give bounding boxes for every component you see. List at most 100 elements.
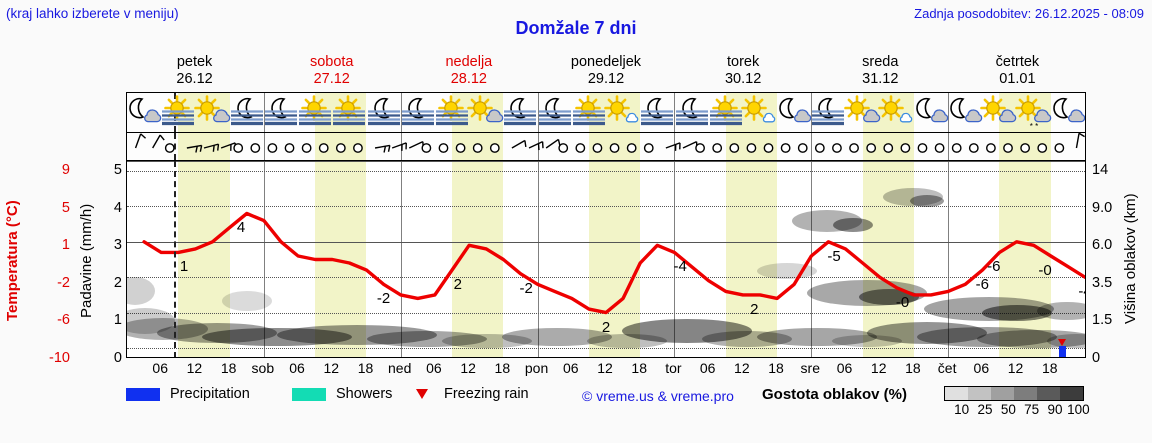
x-tick-10: 18 [494,360,511,376]
x-tick-4: 06 [289,360,305,376]
day-date: 27.12 [313,71,350,87]
cloud-tick-1: 9.0 [1092,199,1113,216]
weather-icon-12-moon [503,95,537,131]
weather-icon-24-moon [914,95,949,131]
x-tick-19: sre [800,360,821,376]
day-separator [400,93,402,132]
temperature-value-label-7: 2 [750,300,759,318]
temp-tick-3: -2 [57,274,70,291]
last-updated-label: Zadnja posodobitev: 26.12.2025 - 08:09 [914,6,1144,21]
weather-icon-5-moon [264,95,298,131]
day-name: petek [176,54,213,70]
graph-top-rule [127,161,1085,162]
cloud-density-step-50: 50 [1000,402,1016,417]
legend-freezing-rain-label: Freezing rain [444,386,529,402]
gridline-1 [127,206,1085,208]
temperature-value-label-4: -2 [519,279,533,297]
legend-showers-label: Showers [336,386,393,402]
graph-band: 1 4 -2 2 -2 2 -4 2 -5 -0 -6 -0 -6 -4 [127,161,1085,357]
cloud-tick-0: 14 [1092,162,1109,178]
legend-precipitation-label: Precipitation [170,386,250,402]
x-tick-25: 12 [1007,360,1024,376]
gridline-3 [127,277,1085,279]
wind-barbs [134,132,1085,153]
day-name: ponedeljek [570,54,642,70]
freezing-rain-marker-0 [1058,339,1067,357]
freezing-rain-icon [416,389,428,399]
x-tick-9: 12 [460,360,476,376]
forecast-plot[interactable]: * * 1 4 -2 2 -2 2 -4 2 -5 -0 -6 -0 -6 -4 [126,92,1086,358]
cloud-height-axis-ticks: 14 9.0 6.0 3.5 1.5 0 [1092,92,1132,366]
daytime-shading-day-7 [999,161,1051,357]
temperature-line [142,211,1085,315]
gridline-5 [127,348,1085,349]
x-tick-1: 12 [186,360,203,376]
day-separator [948,93,950,132]
cloud-tick-4: 1.5 [1092,312,1113,329]
weather-icon-4-moon [230,95,264,131]
daytime-shading-day-1 [178,161,230,357]
precip-tick-2: 3 [113,237,122,254]
gridline-0 [127,171,1085,172]
day-header-4: ponedeljek 29.12 [537,54,674,90]
x-tick-8: 06 [426,360,442,376]
temp-tick-1: 5 [61,199,70,216]
cloud-density-scale-labels: 10 25 50 75 90 100 [938,402,1090,420]
temperature-value-label-12: -6 [987,258,1001,276]
cloud-density-step-25: 25 [977,402,993,417]
weather-icon-9-moon [401,95,435,131]
weather-icon-2-sun [161,95,195,131]
svg-text:* *: * * [1029,122,1037,131]
x-tick-23: čet [937,360,957,376]
copyright-link[interactable]: © vreme.us & vreme.pro [582,388,734,404]
temp-tick-0: 9 [61,162,70,178]
day-header-strip: petek 26.12 sobota 27.12 nedelja 28.12 ponedel… [126,54,1086,90]
freezing-rain-arrow-icon [1058,339,1067,346]
x-tick-7: ned [388,360,412,376]
temperature-value-label-13: -4 [1078,283,1085,301]
day-separator [263,161,265,357]
precipitation-axis-ticks: 5 4 3 2 1 0 [78,92,122,366]
day-header-3: nedelja 28.12 [400,54,537,90]
temperature-value-label-8: -5 [827,247,841,265]
day-name: nedelja [445,54,493,70]
x-tick-0: 06 [152,360,168,376]
temperature-value-label-0: 1 [179,258,189,276]
x-tick-21: 12 [870,360,887,376]
day-separator [674,161,676,357]
day-separator [263,93,265,132]
x-tick-13: 12 [597,360,613,376]
x-tick-5: 12 [323,360,340,376]
x-tick-16: 06 [699,360,716,376]
cloud-density-legend-title: Gostota oblakov (%) [762,386,908,403]
current-time-marker [173,133,176,160]
weather-icon-14-sun [572,95,606,131]
precip-tick-1: 4 [113,199,122,216]
day-separator [811,93,813,132]
day-name: četrtek [995,54,1040,70]
cloud-density-field [127,188,1085,348]
weather-icon-10-sun [435,95,469,131]
day-separator [537,93,539,132]
day-separator [811,133,813,160]
weather-icon-26-sun [980,95,1017,131]
precip-tick-0: 5 [113,162,122,178]
day-date: 28.12 [450,71,487,87]
location-menu-note: (kraj lahko izberete v meniju) [6,6,179,21]
weather-icon-3-sun [193,95,230,131]
x-tick-18: 18 [768,360,784,376]
day-date: 31.12 [862,71,899,87]
day-name: sreda [862,54,899,70]
day-separator [948,161,950,357]
temp-tick-4: -6 [57,312,70,329]
day-separator [400,133,402,160]
cloud-density-step-100: 100 [1067,402,1090,417]
temperature-value-label-3: 2 [453,276,462,294]
temp-tick-2: 1 [61,237,70,254]
x-tick-17: 12 [734,360,750,376]
temperature-value-label-6: -4 [673,258,687,276]
weather-icon-18-sun [709,95,743,131]
showers-swatch [292,388,326,401]
temperature-value-label-10: -6 [975,276,990,294]
precip-bar [1059,346,1067,357]
